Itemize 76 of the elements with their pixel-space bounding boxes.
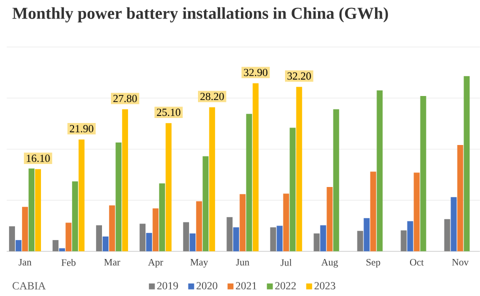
text: CABIA	[12, 282, 46, 290]
bar	[252, 83, 259, 252]
bar	[276, 226, 283, 252]
x-tick-label: Jun	[236, 259, 250, 266]
data-label: 32.90	[244, 69, 268, 76]
bar	[320, 225, 326, 252]
bar	[290, 128, 296, 252]
bar	[102, 236, 109, 252]
bar	[35, 169, 41, 252]
bar	[52, 240, 58, 252]
x-tick-label: Oct	[410, 259, 424, 266]
bar	[72, 182, 78, 252]
bar	[166, 123, 172, 252]
data-label: 25.10	[156, 108, 180, 116]
bar	[270, 227, 276, 252]
bar	[326, 187, 333, 252]
x-tick-label: Jan	[18, 259, 32, 266]
legend-label: 2023	[314, 282, 336, 290]
bar	[407, 221, 414, 252]
bar	[414, 172, 420, 252]
x-tick-label: Jul	[280, 259, 292, 266]
bar	[376, 90, 383, 252]
x-tick-label: Apr	[148, 259, 164, 268]
legend-label: 2019	[157, 282, 178, 290]
bar	[122, 109, 128, 252]
bar	[140, 224, 146, 252]
data-label: 21.90	[70, 125, 94, 133]
bar	[209, 107, 216, 252]
legend-label: 2021	[236, 282, 256, 290]
bar	[109, 206, 116, 252]
legend-label: 2020	[196, 282, 218, 290]
bar	[333, 109, 340, 252]
chart-title: Monthly power battery installations in China (GWh)	[12, 7, 388, 23]
bar	[9, 226, 15, 252]
bar	[146, 233, 152, 252]
bar	[246, 114, 252, 252]
data-label: 16.10	[26, 154, 50, 162]
x-tick-label: Nov	[452, 259, 469, 266]
x-tick-label: Aug	[321, 259, 338, 268]
bar	[283, 194, 290, 252]
bar	[296, 87, 302, 252]
bar	[59, 248, 65, 252]
bar	[183, 222, 190, 252]
bar	[464, 76, 470, 252]
bar	[66, 222, 72, 252]
bar	[450, 197, 457, 252]
bar	[233, 227, 240, 252]
bar	[16, 240, 22, 252]
bar	[28, 168, 34, 252]
bar	[226, 217, 233, 252]
bar	[420, 96, 426, 252]
bar	[314, 234, 320, 252]
bar	[400, 230, 407, 252]
bar	[457, 145, 464, 252]
bar	[202, 156, 209, 252]
bar	[159, 184, 166, 252]
data-label: 32.20	[288, 72, 311, 80]
x-tick-label: Feb	[61, 259, 76, 266]
x-tick-label: Sep	[366, 259, 380, 268]
bar	[370, 172, 376, 252]
bar	[444, 219, 450, 252]
data-label: 28.20	[200, 93, 224, 100]
bar	[152, 208, 159, 252]
bar	[364, 218, 370, 252]
legend-label: 2022	[275, 282, 296, 290]
bar	[22, 207, 28, 252]
bar	[96, 225, 102, 252]
bar	[196, 201, 202, 252]
x-tick-label: Mar	[104, 259, 120, 266]
x-tick-label: May	[190, 259, 208, 268]
bar	[357, 231, 364, 252]
bar	[240, 194, 246, 252]
data-label: 27.80	[113, 95, 137, 102]
bar	[116, 142, 122, 252]
bar	[190, 234, 196, 252]
bar	[78, 140, 85, 252]
